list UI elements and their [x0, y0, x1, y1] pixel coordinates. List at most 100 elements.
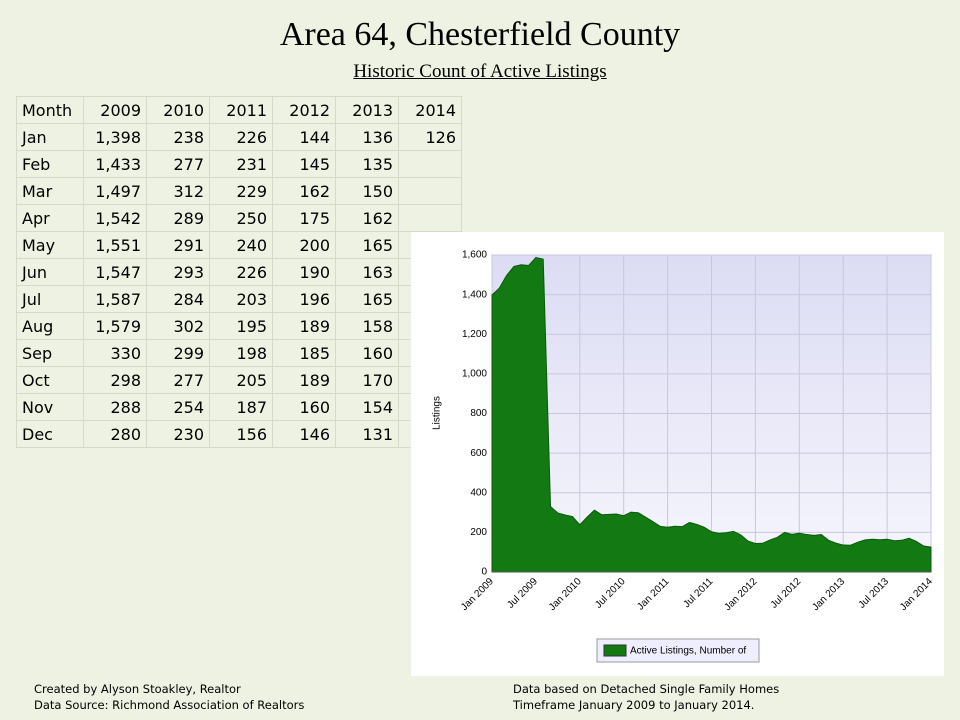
table-cell: 2014: [398, 96, 462, 124]
table-cell: 231: [209, 150, 273, 178]
x-tick-label: Jan 2011: [635, 576, 672, 613]
table-cell: 175: [272, 204, 336, 232]
table-cell: Dec: [16, 420, 84, 448]
table-cell: 165: [335, 285, 399, 313]
table-cell: 187: [209, 393, 273, 421]
table-cell: 156: [209, 420, 273, 448]
legend-label: Active Listings, Number of: [630, 646, 746, 657]
table-cell: 144: [272, 123, 336, 151]
table-cell: 2010: [146, 96, 210, 124]
y-tick-label: 0: [481, 567, 487, 578]
x-tick-label: Jan 2012: [723, 576, 760, 613]
table-cell: 226: [209, 123, 273, 151]
table-row: Apr 1,542 289 250 175 162: [16, 204, 462, 232]
table-cell: Jan: [16, 123, 84, 151]
table-row: Nov 288 254 187 160 154: [16, 393, 462, 421]
table-cell: 293: [146, 258, 210, 286]
table-cell: Oct: [16, 366, 84, 394]
table-cell: 1,551: [83, 231, 147, 259]
table-cell: 302: [146, 312, 210, 340]
y-tick-label: 600: [470, 448, 487, 459]
x-tick-label: Jul 2009: [505, 576, 540, 611]
table-cell: Sep: [16, 339, 84, 367]
table-cell: Mar: [16, 177, 84, 205]
table-cell: 146: [272, 420, 336, 448]
table-cell: 291: [146, 231, 210, 259]
table-row: Aug 1,579 302 195 189 158: [16, 312, 462, 340]
table-cell: 165: [335, 231, 399, 259]
table-cell: May: [16, 231, 84, 259]
table-cell: 1,547: [83, 258, 147, 286]
table-cell: [398, 258, 462, 286]
footer-line: Timeframe January 2009 to January 2014.: [513, 698, 755, 712]
table-cell: 160: [335, 339, 399, 367]
chart-panel: [411, 232, 944, 676]
footer-line: Data Source: Richmond Association of Rea…: [34, 698, 305, 712]
table-cell: 131: [335, 420, 399, 448]
table-row: Oct 298 277 205 189 170: [16, 366, 462, 394]
data-table: Month 2009 2010 2011 2012 2013 2014 Jan 1,398 238…: [16, 96, 462, 448]
table-cell: 160: [272, 393, 336, 421]
table-cell: 1,579: [83, 312, 147, 340]
table-cell: 1,398: [83, 123, 147, 151]
area: [491, 257, 932, 573]
table-cell: 135: [335, 150, 399, 178]
x-tick-label: Jan 2014: [898, 576, 935, 613]
table-row: Month 2009 2010 2011 2012 2013 2014: [16, 96, 462, 124]
y-tick-label: 1,600: [462, 250, 487, 261]
table-cell: Jul: [16, 285, 84, 313]
table-cell: 288: [83, 393, 147, 421]
x-tick-label: Jan 2009: [459, 576, 496, 613]
table-cell: 195: [209, 312, 273, 340]
table-cell: [398, 312, 462, 340]
table-cell: Month: [16, 96, 84, 124]
legend-swatch: [603, 644, 627, 657]
y-tick-label: 1,400: [462, 289, 487, 300]
table-row: May 1,551 291 240 200 165: [16, 231, 462, 259]
y-tick-label: 800: [470, 408, 487, 419]
y-tick-label: 1,200: [462, 329, 487, 340]
table-cell: 240: [209, 231, 273, 259]
table-cell: 190: [272, 258, 336, 286]
table-cell: 1,497: [83, 177, 147, 205]
x-tick-label: Jul 2011: [681, 576, 715, 610]
table-cell: 299: [146, 339, 210, 367]
table-cell: [398, 339, 462, 367]
x-tick-label: Jan 2010: [547, 576, 584, 613]
table-row: Feb 1,433 277 231 145 135: [16, 150, 462, 178]
table-cell: Aug: [16, 312, 84, 340]
table-cell: 163: [335, 258, 399, 286]
table-cell: 162: [272, 177, 336, 205]
table-cell: 277: [146, 150, 210, 178]
table-cell: 330: [83, 339, 147, 367]
table-cell: 2009: [83, 96, 147, 124]
table-cell: 150: [335, 177, 399, 205]
table-row: Dec 280 230 156 146 131: [16, 420, 462, 448]
table-cell: [398, 231, 462, 259]
subtitle: Historic Count of Active Listings: [353, 61, 607, 82]
table-cell: 189: [272, 366, 336, 394]
y-tick-label: 200: [470, 527, 487, 538]
table-cell: 2012: [272, 96, 336, 124]
table-cell: 2011: [209, 96, 273, 124]
table-cell: 203: [209, 285, 273, 313]
plot-area: [491, 254, 932, 573]
table-cell: 200: [272, 231, 336, 259]
x-tick-label: Jan 2013: [810, 576, 847, 613]
table-row: Jun 1,547 293 226 190 163: [16, 258, 462, 286]
table-cell: [398, 420, 462, 448]
table-cell: 196: [272, 285, 336, 313]
table-cell: 226: [209, 258, 273, 286]
table-cell: 280: [83, 420, 147, 448]
footer-line: Data based on Detached Single Family Hom…: [513, 682, 780, 696]
table-cell: 230: [146, 420, 210, 448]
table-cell: [398, 150, 462, 178]
x-tick-label: Jul 2012: [769, 576, 804, 611]
footer-line: Created by Alyson Stoakley, Realtor: [34, 682, 241, 696]
table-cell: 170: [335, 366, 399, 394]
table-cell: [398, 285, 462, 313]
footer-right: Data based on Detached Single Family Hom…: [513, 681, 779, 713]
table-cell: 238: [146, 123, 210, 151]
footer-left: Created by Alyson Stoakley, Realtor Data…: [34, 681, 304, 713]
table-cell: 198: [209, 339, 273, 367]
